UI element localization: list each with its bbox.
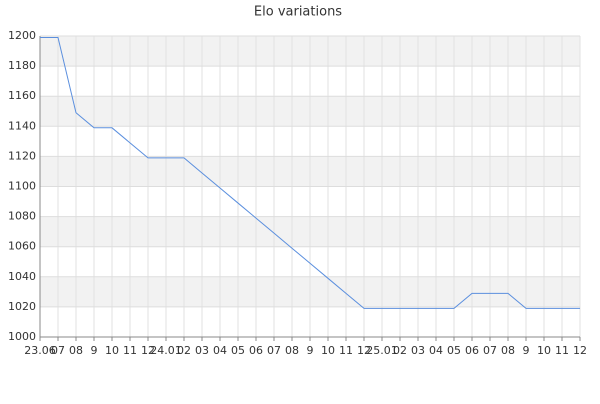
y-tick-label: 1140	[8, 119, 36, 132]
chart-title: Elo variations	[254, 5, 342, 20]
x-tick-label: 08	[285, 344, 299, 357]
y-tick-label: 1080	[8, 210, 36, 223]
x-tick-label: 10	[537, 344, 551, 357]
y-tick-label: 1180	[8, 59, 36, 72]
x-tick-label: 02	[177, 344, 191, 357]
x-tick-label: 23.06	[24, 344, 56, 357]
x-tick-label: 12	[573, 344, 587, 357]
x-tick-label: 02	[393, 344, 407, 357]
x-tick-label: 9	[91, 344, 98, 357]
x-tick-label: 11	[123, 344, 137, 357]
x-tick-label: 06	[249, 344, 263, 357]
y-tick-label: 1160	[8, 89, 36, 102]
y-tick-label: 1120	[8, 149, 36, 162]
x-tick-label: 10	[105, 344, 119, 357]
y-tick-label: 1100	[8, 180, 36, 193]
x-tick-label: 9	[307, 344, 314, 357]
y-tick-label: 1000	[8, 330, 36, 343]
x-tick-label: 08	[501, 344, 515, 357]
y-tick-label: 1060	[8, 240, 36, 253]
x-tick-label: 11	[555, 344, 569, 357]
x-tick-label: 05	[231, 344, 245, 357]
x-tick-label: 24.01	[150, 344, 182, 357]
x-tick-label: 12	[141, 344, 155, 357]
x-tick-label: 25.01	[366, 344, 398, 357]
x-tick-label: 06	[465, 344, 479, 357]
x-tick-label: 07	[51, 344, 65, 357]
x-tick-label: 08	[69, 344, 83, 357]
line	[40, 37, 580, 309]
y-tick-label: 1200	[8, 29, 36, 42]
y-tick-label: 1040	[8, 270, 36, 283]
x-tick-label: 03	[411, 344, 425, 357]
x-tick-label: 9	[523, 344, 530, 357]
x-tick-label: 11	[339, 344, 353, 357]
y-tick-label: 1020	[8, 300, 36, 313]
x-tick-label: 03	[195, 344, 209, 357]
x-tick-label: 07	[267, 344, 281, 357]
x-tick-label: 04	[213, 344, 227, 357]
x-tick-label: 10	[321, 344, 335, 357]
x-tick-label: 07	[483, 344, 497, 357]
x-tick-label: 04	[429, 344, 443, 357]
x-tick-label: 05	[447, 344, 461, 357]
x-tick-label: 12	[357, 344, 371, 357]
